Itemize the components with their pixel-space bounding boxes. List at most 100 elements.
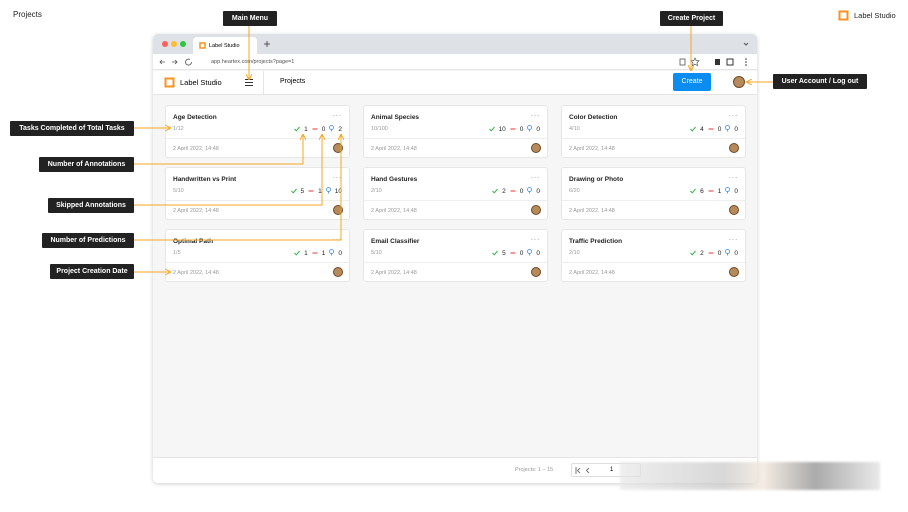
project-range: Projects: 1 – 15 [515,467,554,473]
predictions-count: 0 [734,126,738,133]
tasks-completed: 1/5 [173,250,181,256]
skipped-count: 1 [717,188,722,195]
card-menu[interactable]: ··· [530,173,540,182]
page-title: Projects [13,10,42,19]
predictions-icon [329,249,335,258]
skipped-icon [308,188,314,196]
annotations-count: 6 [700,188,704,195]
main-menu-button[interactable] [244,78,254,87]
creation-date: 2 April 2022, 14:48 [569,208,615,214]
tasks-completed: 10/100 [371,126,388,132]
app-logo [164,77,175,88]
tab-title: Label Studio [209,42,240,49]
section-title: Projects [280,78,306,85]
url[interactable]: app.heartex.com/projects?page=1 [211,59,295,65]
tasks-completed: 5/10 [173,188,184,194]
card-menu[interactable]: ··· [530,111,540,120]
callout-label: Project Creation Date [50,264,134,279]
browser-actions[interactable] [678,57,753,67]
creator-avatar [729,205,739,215]
skipped-count: 1 [318,188,322,195]
creator-avatar [333,143,343,153]
browser-tab[interactable]: Label Studio [193,37,257,54]
creator-avatar [333,205,343,215]
predictions-icon [527,187,533,196]
skipped-icon [708,250,714,258]
card-divider [166,200,349,201]
card-divider [562,200,745,201]
annotations-icon [294,126,301,134]
card-menu[interactable]: ··· [728,111,738,120]
card-menu[interactable]: ··· [332,235,342,244]
project-card[interactable]: Drawing or Photo ··· 6/20 6 1 0 2 April 2022, … [561,167,746,220]
predictions-icon [527,249,533,258]
tasks-completed: 2/10 [569,250,580,256]
tasks-completed: 1/12 [173,126,184,132]
card-menu[interactable]: ··· [728,173,738,182]
card-menu[interactable]: ··· [728,235,738,244]
annotations-icon [492,250,499,258]
tab-menu[interactable] [743,41,749,47]
callout-label: User Account / Log out [773,74,867,89]
annotations-icon [290,188,297,196]
creation-date: 2 April 2022, 14:48 [569,146,615,152]
annotations-count: 10 [498,126,506,133]
skipped-icon [510,126,516,134]
create-button[interactable]: Create [673,73,711,91]
predictions-count: 10 [334,188,342,195]
address-bar: app.heartex.com/projects?page=1 [153,54,757,70]
skipped-count: 0 [519,188,524,195]
card-divider [166,138,349,139]
project-card[interactable]: Traffic Prediction ··· 2/10 2 0 0 2 April 2022… [561,229,746,282]
project-title: Hand Gestures [371,176,418,183]
card-divider [364,138,547,139]
card-menu[interactable]: ··· [332,111,342,120]
callout-label: Number of Annotations [39,157,134,172]
card-menu[interactable]: ··· [530,235,540,244]
project-stats: 6 1 0 [690,187,738,196]
new-tab[interactable] [263,40,271,48]
predictions-count: 2 [338,126,342,133]
project-title: Traffic Prediction [569,238,623,245]
project-card[interactable]: Age Detection ··· 1/12 1 0 2 2 April 2022, 14:… [165,105,350,158]
app-header: Label Studio Projects Create [153,71,757,95]
project-title: Drawing or Photo [569,176,624,183]
predictions-icon [725,249,731,258]
annotations-count: 2 [502,188,506,195]
predictions-icon [527,125,533,134]
app-brand: Label Studio [180,78,222,87]
card-menu[interactable]: ··· [332,173,342,182]
tasks-completed: 2/10 [371,188,382,194]
brand: Label Studio [838,10,896,21]
project-card[interactable]: Color Detection ··· 4/10 4 0 0 2 April 2022, 1… [561,105,746,158]
tasks-completed: 4/10 [569,126,580,132]
project-card[interactable]: Animal Species ··· 10/100 10 0 0 2 April 2022,… [363,105,548,158]
project-card[interactable]: Handwritten vs Print ··· 5/10 5 1 10 2 April 2… [165,167,350,220]
project-title: Optimal Path [173,238,214,245]
predictions-icon [725,187,731,196]
project-card[interactable]: Email Classifier ··· 5/10 5 0 0 2 April 2022, … [363,229,548,282]
project-stats: 1 1 0 [294,249,342,258]
project-title: Age Detection [173,114,217,121]
project-card[interactable]: Hand Gestures ··· 2/10 2 0 0 2 April 2022, 14:… [363,167,548,220]
card-divider [562,262,745,263]
predictions-count: 0 [734,188,738,195]
skipped-icon [510,250,516,258]
brand-logo [838,10,849,21]
predictions-count: 0 [338,250,342,257]
tasks-completed: 5/10 [371,250,382,256]
page-number[interactable]: 1 [610,467,614,473]
skipped-icon [510,188,516,196]
user-avatar[interactable] [733,76,745,88]
creation-date: 2 April 2022, 14:48 [173,270,219,276]
project-card[interactable]: Optimal Path ··· 1/5 1 1 0 2 April 2022, 14:48 [165,229,350,282]
callout-label: Main Menu [223,11,277,26]
creator-avatar [531,205,541,215]
creation-date: 2 April 2022, 14:48 [371,208,417,214]
creation-date: 2 April 2022, 14:48 [173,146,219,152]
creation-date: 2 April 2022, 14:48 [173,208,219,214]
annotations-icon [492,188,499,196]
project-title: Handwritten vs Print [173,176,237,183]
nav-buttons[interactable] [159,57,199,67]
